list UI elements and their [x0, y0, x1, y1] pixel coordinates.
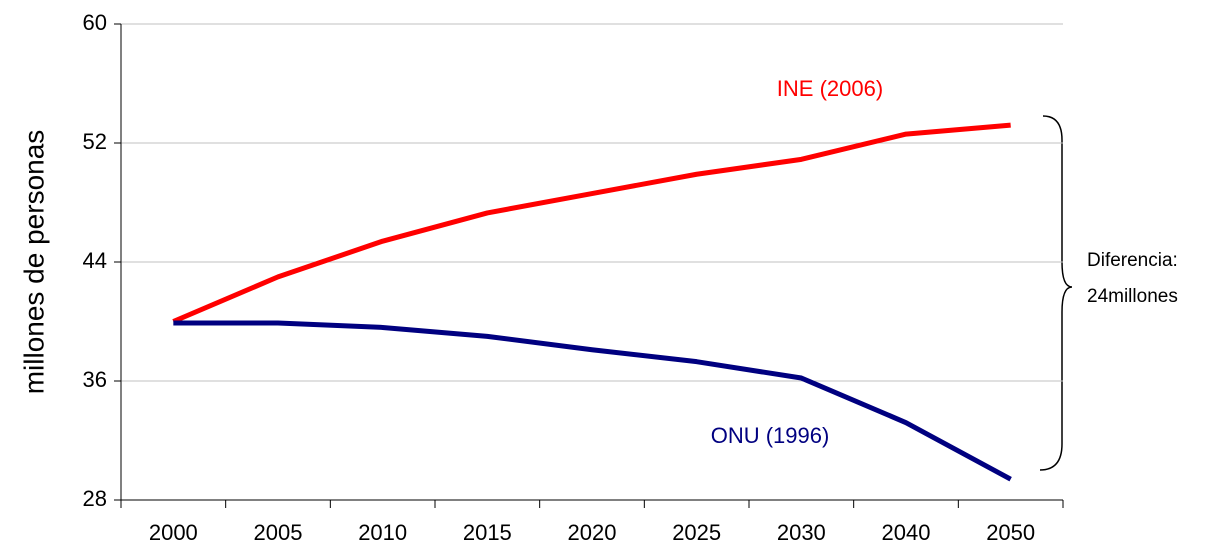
y-axis-label: millones de personas	[18, 130, 49, 395]
y-tick-label: 28	[83, 486, 107, 511]
x-tick-label: 2005	[254, 520, 303, 545]
brace	[1039, 115, 1073, 471]
x-tick-label: 2025	[672, 520, 721, 545]
x-tick-label: 2010	[358, 520, 407, 545]
series-label: ONU (1996)	[711, 423, 830, 448]
x-tick-label: 2000	[149, 520, 198, 545]
y-tick-label: 52	[83, 129, 107, 154]
x-tick-label: 2030	[777, 520, 826, 545]
x-tick-label: 2020	[568, 520, 617, 545]
series-label: INE (2006)	[777, 76, 883, 101]
annotation: Diferencia:	[1087, 250, 1178, 271]
line	[173, 320, 1012, 482]
y-tick-label: 60	[83, 10, 107, 35]
y-tick-label: 36	[83, 367, 107, 392]
x-tick-label: 2050	[986, 520, 1035, 545]
x-tick-label: 2040	[882, 520, 931, 545]
x-tick-label: 2015	[463, 520, 512, 545]
annotation: 24millones	[1087, 286, 1178, 307]
y-tick-label: 44	[83, 248, 107, 273]
line	[172, 122, 1011, 324]
